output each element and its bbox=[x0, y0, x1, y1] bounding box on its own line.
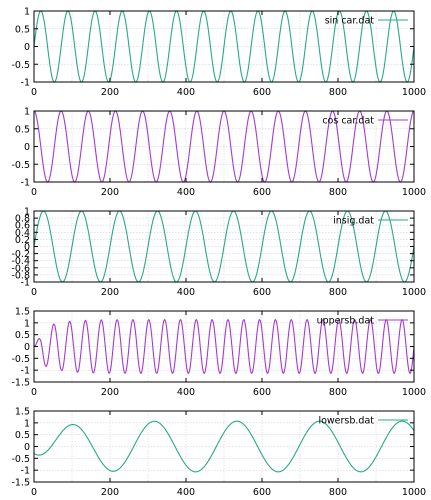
x-tick-label: 1000 bbox=[402, 287, 426, 298]
y-tick-label: -1 bbox=[21, 366, 30, 377]
y-tick-label: 0.5 bbox=[15, 24, 30, 35]
y-tick-label: 1.5 bbox=[15, 307, 30, 318]
x-tick-label: 1000 bbox=[402, 487, 426, 498]
y-tick-label: 0.2 bbox=[15, 235, 30, 246]
x-tick-label: 600 bbox=[253, 187, 271, 198]
x-tick-label: 0 bbox=[31, 187, 37, 198]
x-tick-label: 400 bbox=[177, 487, 195, 498]
y-tick-label: 1.5 bbox=[15, 407, 30, 418]
legend-label-lowersb: lowersb.dat bbox=[318, 416, 374, 427]
y-tick-label: 0.5 bbox=[15, 330, 30, 341]
y-tick-label: -0.8 bbox=[11, 270, 30, 281]
y-tick-label: 0 bbox=[24, 242, 30, 253]
series-line-lowersb bbox=[33, 420, 415, 473]
x-tick-label: 800 bbox=[329, 387, 347, 398]
y-tick-label: 0.5 bbox=[15, 124, 30, 135]
x-tick-label: 600 bbox=[253, 487, 271, 498]
y-tick-label: 0 bbox=[24, 342, 30, 353]
y-tick-label: 0 bbox=[24, 142, 30, 153]
y-tick-label: 0 bbox=[24, 442, 30, 453]
series-line-insig bbox=[33, 210, 415, 283]
y-tick-label: -0.6 bbox=[11, 263, 30, 274]
x-tick-label: 800 bbox=[329, 287, 347, 298]
x-tick-label: 600 bbox=[253, 387, 271, 398]
chart-panel-insig: -1-0.8-0.6-0.4-0.200.20.40.60.810 200 400 6… bbox=[11, 207, 426, 299]
y-tick-label: 1 bbox=[24, 107, 30, 118]
legend-label-cos-car: cos car.dat bbox=[322, 116, 374, 127]
y-tick-label: -1 bbox=[21, 178, 30, 189]
x-tick-label: 200 bbox=[101, 87, 119, 98]
x-tick-label: 200 bbox=[101, 187, 119, 198]
y-tick-label: 1 bbox=[24, 418, 30, 429]
x-tick-label: 800 bbox=[329, 487, 347, 498]
y-tick-label: -1 bbox=[21, 278, 30, 289]
legend-label-sin-car: sin car.dat bbox=[325, 16, 375, 27]
y-tick-label: -0.5 bbox=[11, 354, 30, 365]
x-tick-label: 200 bbox=[101, 387, 119, 398]
x-tick-label: 600 bbox=[253, 287, 271, 298]
x-tick-label: 0 bbox=[31, 287, 37, 298]
y-tick-label: -0.5 bbox=[11, 454, 30, 465]
y-tick-label: -0.5 bbox=[11, 60, 30, 71]
x-tick-label: 0 bbox=[31, 87, 37, 98]
series-line-uppersb bbox=[33, 318, 415, 375]
y-tick-label: -1 bbox=[21, 466, 30, 477]
x-tick-label: 800 bbox=[329, 87, 347, 98]
x-tick-label: 400 bbox=[177, 187, 195, 198]
chart-panel-uppersb: -1.5-1-0.500.511.50 200 400 600 800 1000upper… bbox=[11, 307, 426, 399]
y-tick-label: 0.4 bbox=[15, 228, 30, 239]
x-tick-label: 1000 bbox=[402, 187, 426, 198]
series-line-sin-car bbox=[33, 10, 415, 83]
x-tick-label: 600 bbox=[253, 87, 271, 98]
x-tick-label: 400 bbox=[177, 87, 195, 98]
y-tick-label: 1 bbox=[24, 207, 30, 218]
y-tick-label: 1 bbox=[24, 7, 30, 18]
y-tick-label: 0 bbox=[24, 42, 30, 53]
y-tick-label: -0.4 bbox=[11, 256, 30, 267]
x-tick-label: 800 bbox=[329, 187, 347, 198]
y-tick-label: -0.5 bbox=[11, 160, 30, 171]
chart-panel-cos-car: -1 -0.5 0 0.5 1 0 200 400 600 800 1000 cos car.dat bbox=[11, 107, 426, 199]
x-tick-label: 1000 bbox=[402, 387, 426, 398]
x-tick-label: 200 bbox=[101, 287, 119, 298]
y-tick-label: -0.2 bbox=[11, 249, 30, 260]
chart-panel-sin-car: -1 -0.5 0 0.5 1 0 200 400 600 800 1000 sin car.dat bbox=[11, 7, 426, 99]
y-tick-label: 0.6 bbox=[15, 221, 30, 232]
y-tick-label: -1.5 bbox=[11, 478, 30, 489]
x-tick-label: 400 bbox=[177, 387, 195, 398]
x-tick-label: 0 bbox=[31, 387, 37, 398]
y-tick-label: 0.8 bbox=[15, 214, 30, 225]
x-tick-label: 1000 bbox=[402, 87, 426, 98]
x-tick-label: 0 bbox=[31, 487, 37, 498]
chart-panel-lowersb: -1.5-1-0.500.511.50 200 400 600 800 1000lower… bbox=[11, 407, 426, 499]
legend-label-uppersb: uppersb.dat bbox=[317, 316, 375, 327]
x-tick-label: 200 bbox=[101, 487, 119, 498]
legend-label-insig: insig.dat bbox=[333, 216, 374, 227]
x-tick-label: 400 bbox=[177, 287, 195, 298]
y-tick-label: 1 bbox=[24, 318, 30, 329]
y-tick-label: -1.5 bbox=[11, 378, 30, 389]
y-tick-label: 0.5 bbox=[15, 430, 30, 441]
y-tick-label: -1 bbox=[21, 78, 30, 89]
